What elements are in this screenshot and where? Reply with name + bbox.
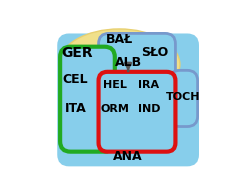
FancyBboxPatch shape	[59, 35, 198, 165]
Bar	[59, 75, 165, 115]
Text: ALB: ALB	[114, 56, 142, 70]
Ellipse shape	[59, 29, 180, 100]
FancyBboxPatch shape	[170, 70, 198, 127]
Text: CEL: CEL	[63, 73, 88, 86]
Text: GER: GER	[61, 46, 93, 60]
FancyBboxPatch shape	[60, 47, 115, 152]
Text: SŁO: SŁO	[141, 46, 168, 59]
Text: IND: IND	[138, 104, 160, 114]
Text: ITA: ITA	[65, 102, 86, 115]
FancyBboxPatch shape	[98, 33, 176, 97]
Text: ANA: ANA	[113, 150, 143, 163]
FancyBboxPatch shape	[98, 72, 176, 152]
Text: IRA: IRA	[138, 80, 160, 90]
Text: HEL: HEL	[103, 80, 127, 90]
Text: BAŁ: BAŁ	[106, 33, 133, 46]
Text: ORM: ORM	[100, 104, 129, 114]
Text: TOCH: TOCH	[166, 92, 201, 102]
